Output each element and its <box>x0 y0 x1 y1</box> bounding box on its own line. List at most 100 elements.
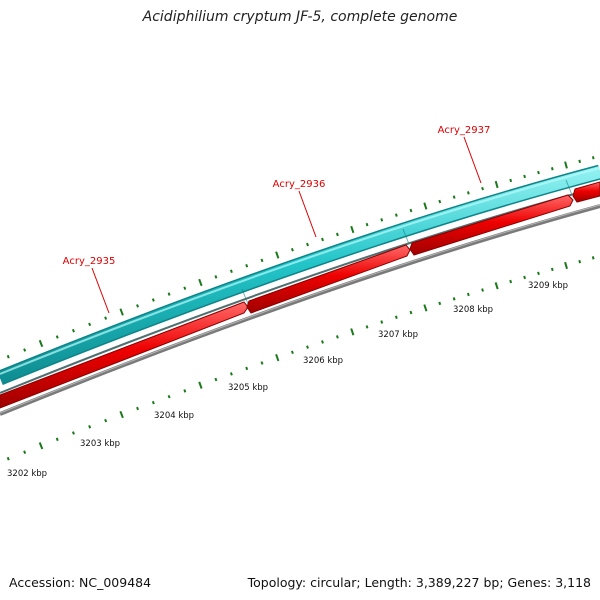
ruler-tick <box>38 442 44 450</box>
forward-strand-tick <box>290 247 294 252</box>
ruler-tick <box>198 381 203 389</box>
forward-strand-tick <box>564 161 568 169</box>
forward-strand-tick <box>136 304 140 308</box>
gene-label-leader <box>463 136 482 184</box>
forward-strand-tick <box>214 275 218 279</box>
forward-strand-tick <box>55 335 59 339</box>
ruler-tick <box>523 275 526 280</box>
forward-gene-boundary <box>241 288 249 305</box>
ruler-tick <box>71 431 75 435</box>
forward-strand-tick <box>438 199 442 204</box>
ruler-tick <box>245 366 249 371</box>
ruler-tick <box>229 372 233 376</box>
ruler-label: 3207 kbp <box>378 330 418 340</box>
ruler-tick <box>494 282 499 290</box>
forward-strand-ticks <box>6 156 595 359</box>
ruler-tick <box>104 418 108 423</box>
ruler-tick <box>290 350 294 355</box>
forward-gene-boundary <box>402 228 410 245</box>
forward-strand-tick <box>591 156 595 160</box>
gene-labels: Acry_2935 Acry_2936 Acry_2937 <box>63 125 491 314</box>
ruler-tick <box>564 261 568 270</box>
ruler-tick <box>481 288 484 292</box>
ruler-tick <box>466 292 470 297</box>
forward-strand-tick <box>509 178 513 183</box>
forward-strand-tick <box>550 167 554 171</box>
genome-backbone-highlight <box>0 204 600 414</box>
forward-strand-tick <box>167 292 171 296</box>
forward-strand-tick <box>466 191 470 195</box>
forward-strand-tick <box>119 308 124 316</box>
ruler-tick <box>380 320 384 324</box>
forward-strand-tick <box>88 322 92 327</box>
forward-strand-tick <box>104 316 108 320</box>
forward-strand-tick <box>423 202 428 210</box>
ruler-tick <box>183 389 187 393</box>
ruler-tick <box>350 328 355 336</box>
ruler-tick <box>452 297 456 301</box>
gene-label: Acry_2937 <box>438 125 491 136</box>
forward-strand-tick <box>452 195 456 199</box>
reverse-gene-4 <box>572 181 600 203</box>
ruler-tick <box>167 394 171 399</box>
ruler-label: 3206 kbp <box>303 356 343 366</box>
ruler-tick <box>88 425 92 429</box>
gene-label: Acry_2936 <box>273 179 326 190</box>
ruler-tick <box>6 456 10 461</box>
reverse-gene-1 <box>0 301 249 409</box>
forward-gene-boundary <box>565 179 573 196</box>
ruler-label: 3208 kbp <box>453 305 493 315</box>
ruler-label: 3209 kbp <box>528 281 568 291</box>
forward-strand-tick <box>306 242 309 247</box>
ruler-label: 3205 kbp <box>228 383 268 393</box>
forward-strand-tick <box>275 251 280 259</box>
ruler-tick <box>550 267 554 272</box>
forward-strand-tick <box>321 237 324 242</box>
ruler-tick <box>423 304 428 312</box>
ruler-tick <box>591 256 595 260</box>
forward-strand-tick <box>380 218 384 222</box>
forward-strand-tick <box>38 339 44 348</box>
gene-label-leader <box>91 267 110 314</box>
forward-strand-tick <box>523 174 526 179</box>
forward-strand-tick <box>578 159 582 164</box>
reverse-strand-genes <box>0 181 600 409</box>
forward-strand-tick <box>71 328 75 333</box>
forward-strand-tick <box>260 258 264 263</box>
ruler-tick <box>55 437 59 442</box>
genome-backbone <box>0 204 600 416</box>
forward-strand-tick <box>350 225 355 234</box>
ruler-tick <box>394 315 398 319</box>
gene-label-leader <box>298 190 317 238</box>
ruler-tick <box>275 353 280 362</box>
gene-label: Acry_2935 <box>63 256 116 267</box>
forward-strand-tick <box>394 213 398 217</box>
ruler-tick <box>409 310 413 315</box>
forward-strand-tick <box>6 354 10 359</box>
ruler-tick <box>119 410 124 419</box>
forward-strand-tick <box>229 269 233 274</box>
forward-strand-highlight <box>0 167 600 375</box>
ruler-tick <box>509 279 513 284</box>
ruler-tick <box>136 406 140 411</box>
forward-strand-tick <box>494 180 499 189</box>
genome-summary-text: Topology: circular; Length: 3,389,227 bp… <box>247 575 591 590</box>
ruler-ticks <box>6 256 595 461</box>
forward-strand-tick <box>365 222 369 227</box>
ruler-tick <box>260 361 264 365</box>
forward-strand-tick <box>335 232 339 237</box>
forward-strand-tick <box>23 348 27 352</box>
ruler-tick <box>151 400 155 405</box>
ruler-label: 3203 kbp <box>80 439 120 449</box>
ruler-tick <box>365 325 369 329</box>
forward-strand-band-fill <box>0 166 600 384</box>
ruler-tick <box>578 259 582 264</box>
reverse-gene-2 <box>246 244 411 314</box>
ruler-tick <box>321 340 324 344</box>
forward-strand-tick <box>198 278 203 287</box>
ruler-tick <box>23 450 27 454</box>
forward-strand-tick <box>245 263 249 268</box>
ruler-tick <box>438 301 442 306</box>
ruler-tick <box>306 345 309 349</box>
